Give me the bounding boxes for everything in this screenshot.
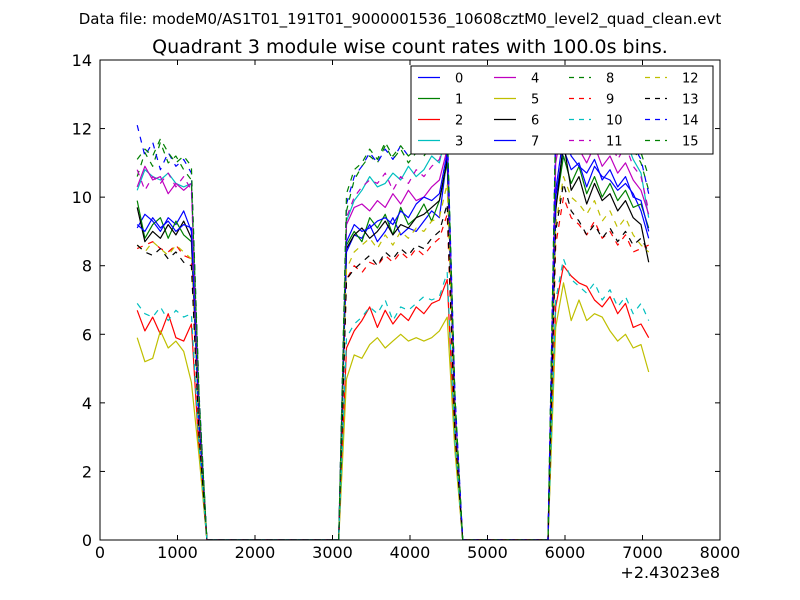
y-tick-label: 12 [72, 120, 92, 139]
y-tick-label: 4 [82, 394, 92, 413]
y-tick-label: 0 [82, 531, 92, 550]
y-tick-label: 14 [72, 51, 92, 70]
legend-label-5: 5 [531, 93, 539, 108]
legend-label-7: 7 [531, 135, 539, 150]
legend-label-10: 10 [606, 114, 623, 129]
x-tick-label: 4000 [390, 543, 431, 562]
chart-title: Quadrant 3 module wise count rates with … [152, 36, 668, 58]
series-line-9 [136, 196, 649, 540]
series-line-6 [136, 141, 650, 540]
legend-label-11: 11 [606, 135, 623, 150]
x-offset-label: +2.43023e8 [620, 563, 720, 582]
series-line-12 [136, 176, 650, 540]
legend-label-4: 4 [531, 72, 539, 87]
legend-label-2: 2 [455, 114, 463, 129]
series-lines [136, 76, 650, 540]
figure-header: Data file: modeM0/AS1T01_191T01_90000015… [79, 10, 722, 29]
legend-label-15: 15 [682, 135, 699, 150]
x-tick-label: 8000 [700, 543, 741, 562]
legend-label-14: 14 [682, 114, 699, 129]
series-line-5 [136, 282, 650, 540]
x-tick-label: 0 [95, 543, 105, 562]
y-tick-label: 6 [82, 325, 92, 344]
x-tick-label: 5000 [467, 543, 508, 562]
series-line-11 [136, 100, 650, 540]
legend-label-1: 1 [455, 93, 463, 108]
legend-label-6: 6 [531, 114, 539, 129]
series-line-0 [136, 148, 650, 540]
x-tick-label: 1000 [157, 543, 198, 562]
legend-label-13: 13 [682, 93, 699, 108]
legend-label-8: 8 [606, 72, 614, 87]
legend-label-3: 3 [455, 135, 463, 150]
legend-label-12: 12 [682, 72, 699, 87]
plot-frame [99, 59, 721, 541]
legend-label-0: 0 [455, 72, 463, 87]
y-tick-label: 10 [72, 188, 92, 207]
x-tick-label: 7000 [622, 543, 663, 562]
series-line-13 [136, 182, 650, 540]
series-line-10 [136, 258, 650, 540]
axis-ticks: 0 1000 2000 3000 4000 5000 6000 7000 80000246810… [72, 51, 741, 562]
x-tick-label: 3000 [312, 543, 353, 562]
legend-label-9: 9 [606, 93, 614, 108]
legend-box [410, 65, 714, 155]
x-tick-label: 2000 [235, 543, 276, 562]
series-line-7 [136, 134, 650, 540]
y-tick-label: 2 [82, 462, 92, 481]
series-line-2 [136, 265, 650, 540]
x-tick-label: 6000 [545, 543, 586, 562]
y-tick-label: 8 [82, 257, 92, 276]
